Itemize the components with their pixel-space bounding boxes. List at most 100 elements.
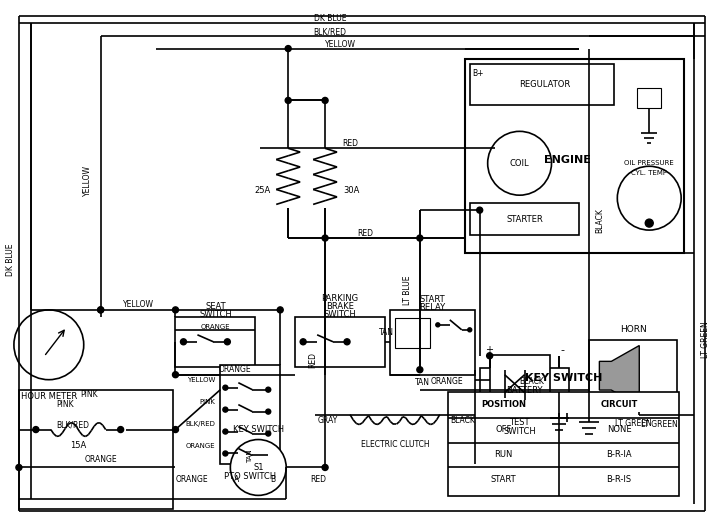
Bar <box>479 368 570 413</box>
Text: COIL: COIL <box>510 159 529 168</box>
Circle shape <box>300 339 306 345</box>
Circle shape <box>277 307 283 313</box>
Bar <box>19 389 174 510</box>
Text: LT GREEN: LT GREEN <box>701 321 709 358</box>
Circle shape <box>322 97 328 103</box>
Bar <box>489 355 549 413</box>
Text: LT BLUE: LT BLUE <box>403 275 412 305</box>
Text: ORANGE: ORANGE <box>219 365 252 374</box>
Text: HORN: HORN <box>620 325 646 334</box>
Circle shape <box>266 387 270 392</box>
Text: SWITCH: SWITCH <box>503 427 536 436</box>
Circle shape <box>98 307 103 313</box>
Text: BLK/RED: BLK/RED <box>186 421 215 426</box>
Circle shape <box>487 353 492 359</box>
Bar <box>448 392 679 496</box>
Text: +: + <box>484 345 492 355</box>
Text: 30A: 30A <box>343 186 359 194</box>
Circle shape <box>223 429 228 434</box>
Text: DK BLUE: DK BLUE <box>7 244 15 276</box>
Circle shape <box>224 339 231 345</box>
Text: B-R-IS: B-R-IS <box>607 475 632 484</box>
Circle shape <box>476 207 483 213</box>
Text: -: - <box>560 345 565 355</box>
Bar <box>395 318 429 348</box>
Circle shape <box>322 464 328 471</box>
Text: TAN: TAN <box>415 378 430 387</box>
Text: BATTERY: BATTERY <box>506 386 543 395</box>
Text: ENGINE: ENGINE <box>544 154 591 164</box>
Text: ORANGE: ORANGE <box>186 443 215 448</box>
Text: TEST: TEST <box>509 418 530 427</box>
Text: A: A <box>234 475 239 484</box>
Circle shape <box>266 409 270 414</box>
Text: S1: S1 <box>253 463 263 472</box>
Text: HOUR METER: HOUR METER <box>21 392 77 401</box>
Circle shape <box>344 339 350 345</box>
Text: BRAKE: BRAKE <box>326 302 354 311</box>
Bar <box>470 64 615 105</box>
Text: KEY SWITCH: KEY SWITCH <box>525 373 602 383</box>
Text: ORANGE: ORANGE <box>200 324 230 330</box>
Bar <box>470 203 579 235</box>
Text: YELLOW: YELLOW <box>325 40 356 49</box>
Text: OFF: OFF <box>495 425 511 434</box>
Bar <box>176 317 255 367</box>
Text: TAN: TAN <box>247 450 253 463</box>
Text: 15A: 15A <box>69 441 86 450</box>
Text: SWITCH: SWITCH <box>199 310 232 319</box>
Text: RED: RED <box>310 475 326 484</box>
Circle shape <box>98 307 103 313</box>
Text: START: START <box>490 475 516 484</box>
Text: RED: RED <box>357 229 373 238</box>
Text: NONE: NONE <box>607 425 631 434</box>
Text: BLACK: BLACK <box>519 377 544 386</box>
Text: BLK/RED: BLK/RED <box>56 420 89 429</box>
Circle shape <box>173 372 179 378</box>
Circle shape <box>181 339 187 345</box>
Circle shape <box>33 426 39 433</box>
Text: LT GREEN: LT GREEN <box>615 419 651 428</box>
Polygon shape <box>599 346 639 406</box>
Circle shape <box>417 367 423 373</box>
Text: CIRCUIT: CIRCUIT <box>600 400 638 409</box>
Circle shape <box>266 453 270 458</box>
Circle shape <box>645 219 653 227</box>
Text: YELLOW: YELLOW <box>187 377 215 383</box>
Text: YELLOW: YELLOW <box>83 165 93 196</box>
Circle shape <box>417 235 423 241</box>
Text: DK BLUE: DK BLUE <box>314 14 346 23</box>
Text: ORANGE: ORANGE <box>176 475 208 484</box>
Circle shape <box>617 166 681 230</box>
Circle shape <box>173 426 179 433</box>
Bar <box>390 310 475 375</box>
Text: ORANGE: ORANGE <box>85 455 117 464</box>
Circle shape <box>14 310 84 379</box>
Bar <box>221 365 281 464</box>
Circle shape <box>223 451 228 456</box>
Circle shape <box>471 412 478 417</box>
Text: RELAY: RELAY <box>419 304 445 313</box>
Text: BLACK: BLACK <box>595 208 604 232</box>
Text: KEY SWITCH: KEY SWITCH <box>233 425 284 434</box>
Circle shape <box>488 131 552 195</box>
Circle shape <box>436 323 440 327</box>
Text: CYL. TEMP: CYL. TEMP <box>631 170 667 176</box>
Text: PTO SWITCH: PTO SWITCH <box>224 472 276 481</box>
Text: RED: RED <box>342 139 358 148</box>
Text: YELLOW: YELLOW <box>123 300 154 309</box>
Bar <box>465 58 684 253</box>
Circle shape <box>16 464 22 471</box>
Bar <box>589 340 677 412</box>
Text: PINK: PINK <box>81 390 98 399</box>
Text: LT GREEN: LT GREEN <box>641 420 677 429</box>
Circle shape <box>231 440 286 495</box>
Circle shape <box>223 385 228 390</box>
Text: B-R-IA: B-R-IA <box>606 450 632 459</box>
Text: B: B <box>270 475 275 484</box>
Circle shape <box>285 97 291 103</box>
Text: TAN: TAN <box>380 328 395 337</box>
Circle shape <box>322 235 328 241</box>
Text: START: START <box>419 296 445 305</box>
Text: PARKING: PARKING <box>322 295 359 304</box>
